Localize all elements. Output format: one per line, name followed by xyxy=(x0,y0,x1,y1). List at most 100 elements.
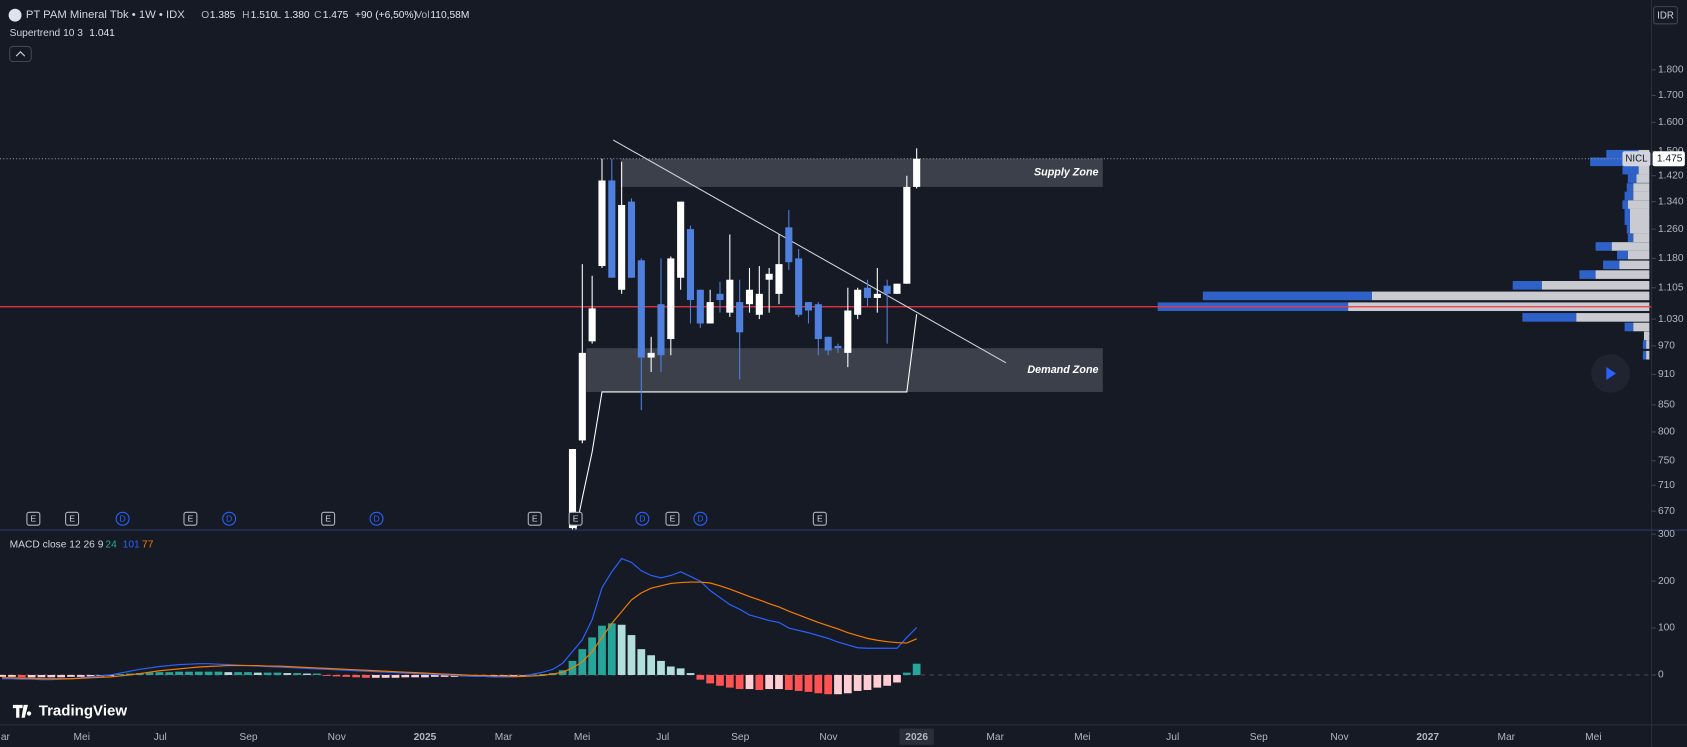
profile-inner xyxy=(1627,250,1650,260)
histogram-bar xyxy=(391,674,400,678)
event-marker xyxy=(369,511,384,526)
candle-body xyxy=(696,289,704,324)
candle-body xyxy=(775,264,783,294)
profile-outer xyxy=(1627,233,1634,243)
y-tick-label: 850 xyxy=(1658,400,1675,411)
y-tick-label: 1.105 xyxy=(1658,282,1684,293)
histogram-bar xyxy=(824,674,833,695)
collapse-button[interactable] xyxy=(9,45,32,63)
candle-body xyxy=(706,302,714,324)
y-tick-label: 100 xyxy=(1658,623,1675,634)
profile-inner xyxy=(1638,165,1650,175)
candle-body xyxy=(883,285,891,294)
candle-body xyxy=(765,273,773,280)
histogram-bar xyxy=(17,674,26,678)
histogram-bar xyxy=(755,674,764,690)
candle-body xyxy=(834,345,842,349)
histogram-bar xyxy=(843,674,852,694)
play-icon xyxy=(1606,367,1616,380)
profile-outer xyxy=(1624,322,1634,332)
histogram-bar xyxy=(902,672,911,675)
candle-body xyxy=(627,201,636,278)
x-tick-label: Sep xyxy=(1250,732,1268,743)
ohlc-prefix: H xyxy=(242,10,249,21)
candle-body xyxy=(814,304,822,340)
histogram-bar xyxy=(716,674,724,686)
event-marker xyxy=(693,511,708,526)
histogram-bar xyxy=(401,674,410,678)
profile-outer xyxy=(1642,340,1647,349)
candle-body xyxy=(677,201,685,278)
candle-body xyxy=(903,186,911,284)
event-label: D xyxy=(373,514,379,524)
histogram-bar xyxy=(647,655,656,675)
symbol-logo xyxy=(8,8,22,22)
event-marker xyxy=(568,511,583,526)
profile-inner xyxy=(1633,183,1650,192)
profile-inner xyxy=(1633,191,1650,201)
histogram-bar xyxy=(775,674,783,690)
x-tick-label: ar xyxy=(1,732,11,743)
x-tick-label: Sep xyxy=(731,732,749,743)
histogram-bar xyxy=(883,674,892,686)
ohlc-value: 1.385 xyxy=(210,10,236,21)
candle-body xyxy=(893,283,901,294)
histogram-bar xyxy=(253,672,262,675)
y-tick-label: 970 xyxy=(1658,341,1675,352)
price-pane: Supply Zone Demand Zone xyxy=(0,139,1652,530)
profile-outer xyxy=(1642,350,1647,360)
histogram-bar xyxy=(853,674,862,691)
trendline xyxy=(612,139,1007,364)
histogram-bar xyxy=(27,674,36,678)
profile-outer xyxy=(1579,270,1596,279)
histogram-bar xyxy=(588,637,597,675)
candle-body xyxy=(795,258,803,315)
x-tick-label: Sep xyxy=(239,732,257,743)
histogram-bar xyxy=(598,625,606,675)
candle-body xyxy=(618,204,626,290)
profile-inner xyxy=(1633,233,1650,243)
profile-inner xyxy=(1646,340,1650,349)
histogram-bar xyxy=(814,674,823,694)
candle-body xyxy=(755,293,763,315)
profile-inner xyxy=(1629,208,1650,218)
histogram-bar xyxy=(165,672,174,675)
histogram-bar xyxy=(794,674,803,691)
x-tick-label: Nov xyxy=(328,732,347,743)
histogram-bar xyxy=(706,674,715,684)
brand-icon xyxy=(12,704,32,718)
ohlc-prefix: O xyxy=(201,10,209,21)
indicator-value: 1.041 xyxy=(89,28,115,39)
candle-body xyxy=(854,289,862,315)
x-tick-label: 2026 xyxy=(905,732,928,743)
change: +90 (+6,50%) xyxy=(355,10,417,21)
profile-outer xyxy=(1624,191,1634,201)
symbol-tag-box xyxy=(1622,151,1651,167)
x-tick-label: Jul xyxy=(154,732,167,743)
event-marker xyxy=(527,511,542,526)
ohlc-prefix: L xyxy=(275,10,281,21)
candle-body xyxy=(578,352,586,441)
histogram-bar xyxy=(912,663,921,675)
x-tick-label: Jul xyxy=(656,732,669,743)
zone-label: Supply Zone xyxy=(1034,167,1099,179)
supertrend-line xyxy=(575,314,918,530)
zone-label: Demand Zone xyxy=(1027,364,1098,376)
histogram-bar xyxy=(67,674,75,677)
volume-prefix: Vol xyxy=(415,10,429,21)
event-label: D xyxy=(697,514,703,524)
histogram-bar xyxy=(529,674,538,676)
ohlc-value: 1.380 xyxy=(284,10,310,21)
x-tick-label: Nov xyxy=(819,732,838,743)
ohlc-value: 1.475 xyxy=(323,10,349,21)
profile-outer xyxy=(1626,224,1630,234)
event-label: E xyxy=(30,514,36,524)
volume: 110,58M xyxy=(430,10,469,21)
histogram-bar xyxy=(617,624,626,675)
y-tick-label: 300 xyxy=(1658,529,1675,540)
histogram-bar xyxy=(76,674,85,677)
histogram-bar xyxy=(283,673,292,675)
currency-box[interactable] xyxy=(1653,6,1678,25)
histogram-bar xyxy=(637,649,646,675)
